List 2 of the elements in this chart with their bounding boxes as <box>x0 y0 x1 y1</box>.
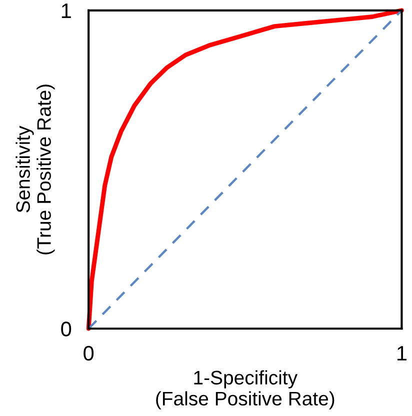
x-axis-title: 1-Specificity (False Positive Rate) <box>156 370 334 410</box>
y-axis-title: Sensitivity (True Positive Rate) <box>16 84 55 254</box>
